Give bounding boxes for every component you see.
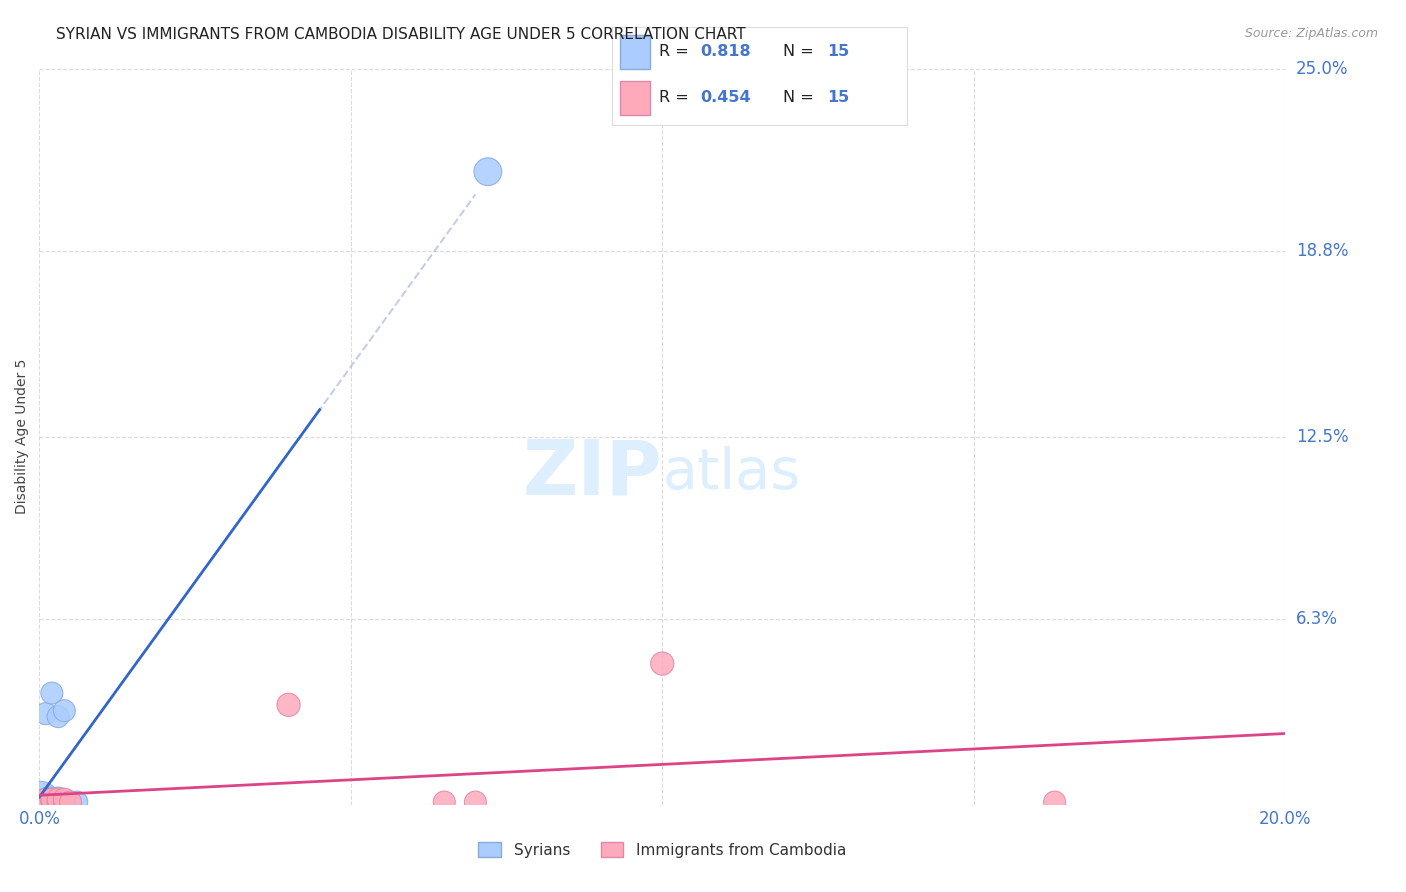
Point bbox=[34, 797, 56, 812]
Point bbox=[34, 795, 56, 809]
Point bbox=[41, 795, 63, 809]
Point bbox=[34, 792, 56, 806]
Text: R =: R = bbox=[659, 90, 693, 105]
Point bbox=[46, 792, 69, 806]
Point bbox=[46, 795, 69, 809]
Bar bbox=[620, 81, 650, 115]
Point bbox=[651, 657, 673, 671]
Point bbox=[59, 795, 82, 809]
Text: 6.3%: 6.3% bbox=[1296, 610, 1339, 629]
Text: 15: 15 bbox=[827, 45, 849, 59]
Point bbox=[433, 795, 456, 809]
Point bbox=[53, 795, 76, 809]
Y-axis label: Disability Age Under 5: Disability Age Under 5 bbox=[15, 359, 30, 515]
Point bbox=[46, 792, 69, 806]
Point bbox=[1043, 795, 1066, 809]
Point bbox=[34, 706, 56, 721]
Text: 18.8%: 18.8% bbox=[1296, 243, 1348, 260]
Point bbox=[28, 795, 51, 809]
Point bbox=[53, 792, 76, 806]
Text: 12.5%: 12.5% bbox=[1296, 428, 1348, 446]
Point bbox=[53, 704, 76, 718]
Text: N =: N = bbox=[783, 90, 818, 105]
Text: 15: 15 bbox=[827, 90, 849, 105]
Point bbox=[46, 709, 69, 723]
Text: N =: N = bbox=[783, 45, 818, 59]
Point bbox=[41, 795, 63, 809]
Point bbox=[46, 795, 69, 809]
Text: atlas: atlas bbox=[662, 446, 800, 501]
Text: 0.818: 0.818 bbox=[700, 45, 751, 59]
Point bbox=[53, 795, 76, 809]
Point bbox=[41, 792, 63, 806]
Text: 25.0%: 25.0% bbox=[1296, 60, 1348, 78]
Text: SYRIAN VS IMMIGRANTS FROM CAMBODIA DISABILITY AGE UNDER 5 CORRELATION CHART: SYRIAN VS IMMIGRANTS FROM CAMBODIA DISAB… bbox=[56, 27, 745, 42]
Text: 0.454: 0.454 bbox=[700, 90, 751, 105]
Point bbox=[34, 792, 56, 806]
Text: Source: ZipAtlas.com: Source: ZipAtlas.com bbox=[1244, 27, 1378, 40]
Bar bbox=[620, 35, 650, 69]
Point bbox=[66, 795, 89, 809]
Point bbox=[477, 164, 499, 178]
Point bbox=[59, 795, 82, 809]
Legend: Syrians, Immigrants from Cambodia: Syrians, Immigrants from Cambodia bbox=[472, 836, 852, 863]
Point bbox=[41, 792, 63, 806]
Point bbox=[464, 795, 486, 809]
Text: R =: R = bbox=[659, 45, 693, 59]
Point bbox=[28, 795, 51, 809]
Point bbox=[277, 698, 299, 712]
Point bbox=[41, 686, 63, 700]
Text: ZIP: ZIP bbox=[523, 436, 662, 510]
